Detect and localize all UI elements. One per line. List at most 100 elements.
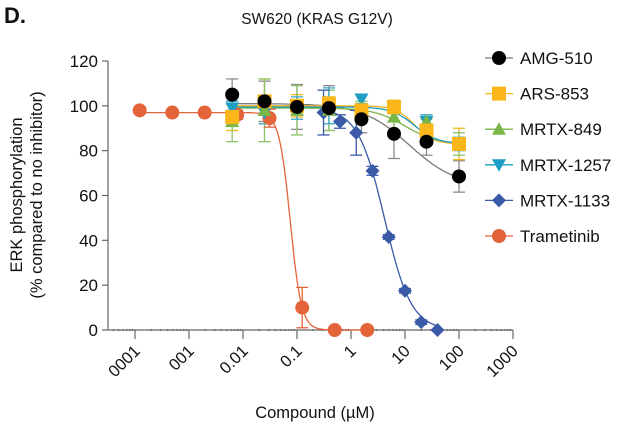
x-minor-tick xyxy=(452,328,455,332)
legend: AMG-510 ARS-853 MRTX-849 MRTX-1257 MRTX-1133… xyxy=(485,49,611,246)
x-minor-tick xyxy=(225,328,228,332)
panel-label: D. xyxy=(4,3,26,28)
y-tick-label: 80 xyxy=(79,142,98,161)
x-minor-tick xyxy=(490,328,493,332)
data-point-trametinib xyxy=(132,103,147,118)
x-tick-label: 100 xyxy=(436,342,468,374)
data-point-mrtx-1133 xyxy=(332,114,347,129)
legend-marker xyxy=(492,159,506,172)
data-point-ars-853 xyxy=(386,99,401,114)
x-minor-tick xyxy=(312,328,315,332)
data-point-trametinib xyxy=(197,105,212,120)
x-minor-tick xyxy=(185,328,188,332)
x-minor-tick xyxy=(213,328,216,332)
fit-curves xyxy=(139,102,460,331)
data-point-amg-510 xyxy=(257,94,272,109)
x-tick-label: 1 xyxy=(341,342,360,361)
chart-title: SW620 (KRAS G12V) xyxy=(241,11,393,28)
x-minor-tick xyxy=(239,328,242,332)
legend-item-trametinib: Trametinib xyxy=(485,227,600,246)
legend-label: ARS-853 xyxy=(520,85,589,104)
data-point-mrtx-1257 xyxy=(225,102,240,116)
y-tick-label: 20 xyxy=(79,276,98,295)
legend-item-mrtx-849: MRTX-849 xyxy=(485,120,602,139)
x-minor-tick xyxy=(509,328,512,332)
x-minor-tick xyxy=(131,328,134,332)
x-minor-tick xyxy=(445,328,449,332)
y-tick-label: 60 xyxy=(79,187,98,206)
x-minor-tick xyxy=(293,328,296,332)
legend-label: MRTX-1257 xyxy=(520,156,611,175)
x-minor-tick xyxy=(121,328,125,332)
x-minor-tick xyxy=(375,328,378,332)
y-axis-label-line-1: ERK phosphorylation xyxy=(8,117,26,272)
y-tick-label: 120 xyxy=(70,52,98,71)
x-minor-tick xyxy=(204,328,207,332)
x-minor-tick xyxy=(398,328,401,332)
x-minor-tick xyxy=(401,328,404,332)
data-point-amg-510 xyxy=(386,126,401,141)
x-tick-label: 001 xyxy=(166,342,198,374)
data-points xyxy=(132,87,466,337)
x-minor-tick xyxy=(171,328,174,332)
x-tick-label: 0.01 xyxy=(216,342,251,377)
x-minor-tick xyxy=(166,328,169,332)
data-point-ars-853 xyxy=(419,123,434,138)
legend-label: MRTX-1133 xyxy=(520,191,610,210)
data-point-trametinib xyxy=(327,323,342,337)
data-point-mrtx-1133 xyxy=(365,163,380,178)
data-point-mrtx-849 xyxy=(386,110,401,123)
data-point-mrtx-1133 xyxy=(381,229,396,244)
fit-curve-trametinib xyxy=(139,111,368,331)
x-minor-tick xyxy=(287,328,290,332)
x-minor-tick xyxy=(258,328,261,332)
data-point-amg-510 xyxy=(419,134,434,149)
data-point-amg-510 xyxy=(354,112,369,127)
x-minor-tick xyxy=(495,328,498,332)
x-minor-tick xyxy=(391,328,395,332)
y-tick-label: 40 xyxy=(79,231,98,250)
legend-item-amg-510: AMG-510 xyxy=(485,49,593,68)
x-minor-tick xyxy=(290,328,293,332)
x-minor-tick xyxy=(179,328,182,332)
x-axis-label: Compound (µM) xyxy=(255,404,375,422)
x-minor-tick xyxy=(125,328,128,332)
x-minor-tick xyxy=(449,328,452,332)
data-point-mrtx-1257 xyxy=(354,93,369,107)
data-point-ars-853 xyxy=(225,110,240,125)
legend-item-mrtx-1133: MRTX-1133 xyxy=(485,191,610,210)
x-minor-tick xyxy=(499,328,503,332)
legend-marker xyxy=(492,122,506,135)
data-point-trametinib xyxy=(295,300,310,315)
x-minor-tick xyxy=(112,328,115,332)
data-point-trametinib xyxy=(165,105,180,120)
x-minor-tick xyxy=(220,328,223,332)
x-minor-tick xyxy=(395,328,398,332)
legend-label: MRTX-849 xyxy=(520,120,602,139)
x-tick-label: 10 xyxy=(388,342,414,368)
x-minor-tick xyxy=(387,328,390,332)
x-minor-tick xyxy=(274,328,277,332)
legend-marker xyxy=(492,193,506,208)
x-minor-tick xyxy=(283,328,287,332)
data-point-amg-510 xyxy=(225,87,240,102)
x-minor-tick xyxy=(382,328,385,332)
x-minor-tick xyxy=(159,328,162,332)
data-point-mrtx-1133 xyxy=(414,315,429,330)
data-point-trametinib xyxy=(360,323,375,337)
data-point-mrtx-1133 xyxy=(398,283,412,298)
data-point-ars-853 xyxy=(452,136,466,151)
data-point-amg-510 xyxy=(321,101,336,116)
y-axis-label-line-2: (% compared to no inhibitor) xyxy=(28,91,46,298)
x-minor-tick xyxy=(117,328,120,332)
x-tick-label: 0.1 xyxy=(277,342,306,371)
x-minor-tick xyxy=(455,328,458,332)
x-minor-tick xyxy=(267,328,270,332)
x-minor-tick xyxy=(483,328,486,332)
data-point-amg-510 xyxy=(290,99,304,114)
x-minor-tick xyxy=(474,328,477,332)
x-minor-tick xyxy=(233,328,236,332)
data-point-amg-510 xyxy=(452,169,466,184)
x-minor-tick xyxy=(420,328,423,332)
